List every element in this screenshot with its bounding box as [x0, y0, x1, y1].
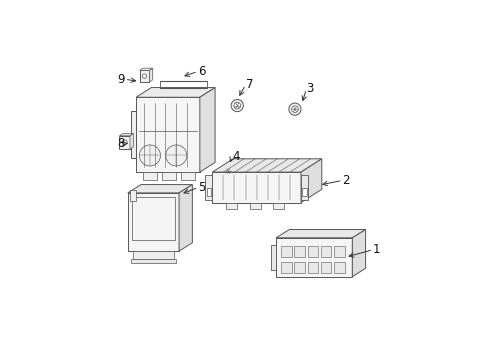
Polygon shape: [294, 262, 305, 273]
Polygon shape: [273, 203, 284, 209]
Circle shape: [292, 106, 298, 112]
Polygon shape: [321, 246, 331, 257]
Polygon shape: [143, 172, 157, 180]
Text: 9: 9: [117, 73, 125, 86]
Polygon shape: [308, 246, 318, 257]
Circle shape: [289, 103, 301, 115]
Circle shape: [142, 74, 147, 78]
Polygon shape: [130, 190, 136, 201]
Polygon shape: [301, 175, 308, 200]
Polygon shape: [140, 70, 149, 82]
Circle shape: [223, 166, 234, 177]
Polygon shape: [212, 159, 322, 172]
Polygon shape: [130, 134, 133, 149]
Text: 3: 3: [307, 82, 314, 95]
Polygon shape: [308, 262, 318, 273]
Polygon shape: [162, 172, 176, 180]
Text: 5: 5: [198, 181, 206, 194]
Polygon shape: [181, 172, 195, 180]
Polygon shape: [250, 203, 261, 209]
Text: 2: 2: [343, 174, 350, 187]
Circle shape: [166, 145, 187, 166]
Bar: [207, 188, 211, 195]
Polygon shape: [281, 262, 292, 273]
Polygon shape: [294, 246, 305, 257]
Polygon shape: [271, 245, 276, 270]
Polygon shape: [301, 159, 322, 203]
Circle shape: [234, 102, 241, 109]
Polygon shape: [136, 87, 215, 97]
Polygon shape: [281, 246, 292, 257]
Polygon shape: [140, 68, 153, 70]
Circle shape: [122, 140, 127, 145]
Text: 6: 6: [198, 65, 205, 78]
Polygon shape: [321, 262, 331, 273]
Polygon shape: [226, 203, 237, 209]
Polygon shape: [179, 185, 193, 251]
Polygon shape: [120, 136, 130, 149]
Text: 7: 7: [245, 78, 253, 91]
Polygon shape: [200, 87, 215, 172]
Polygon shape: [212, 172, 301, 203]
Polygon shape: [130, 259, 176, 263]
Polygon shape: [334, 246, 344, 257]
Text: 4: 4: [232, 150, 240, 163]
Polygon shape: [352, 229, 366, 276]
Polygon shape: [120, 134, 133, 136]
Polygon shape: [136, 97, 200, 172]
Polygon shape: [276, 229, 366, 238]
Polygon shape: [205, 175, 212, 200]
Polygon shape: [130, 111, 136, 158]
Polygon shape: [276, 238, 352, 276]
Polygon shape: [334, 262, 344, 273]
Circle shape: [225, 168, 231, 174]
Text: 1: 1: [373, 243, 381, 256]
Polygon shape: [133, 251, 173, 259]
Polygon shape: [149, 68, 153, 82]
Bar: [302, 188, 307, 195]
Polygon shape: [128, 193, 179, 251]
Circle shape: [140, 145, 161, 166]
Polygon shape: [128, 185, 193, 193]
Circle shape: [231, 99, 244, 112]
Text: 8: 8: [117, 137, 125, 150]
